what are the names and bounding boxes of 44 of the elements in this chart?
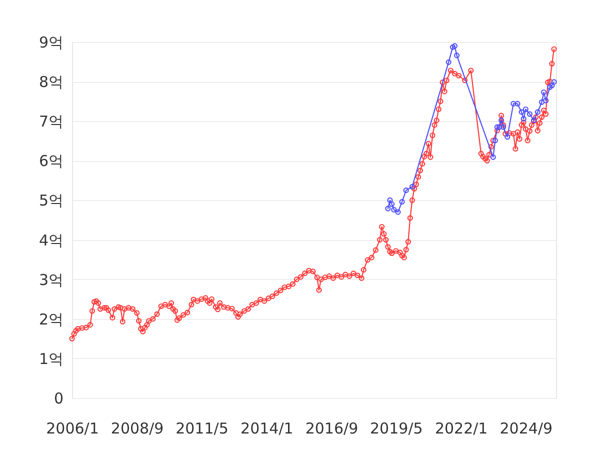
point [534,109,540,115]
point [514,100,520,106]
point [541,89,547,96]
point [510,100,516,106]
point [395,209,401,215]
y-tick-label: 4억 [38,231,64,250]
x-tick-label: 2022/1 [434,420,488,438]
point [526,111,533,117]
point [538,99,545,105]
point [389,201,395,207]
y-tick-label: 6억 [38,152,64,170]
point [391,206,397,212]
x-tick-label: 2008/9 [110,420,164,438]
y-tick-label: 5억 [38,192,64,210]
y-tick-label: 3억 [38,270,64,289]
x-tick-label: 2006/1 [46,420,99,438]
x-tick-label: 2019/5 [370,420,423,438]
point [399,199,405,205]
point [498,118,504,124]
point [490,154,496,160]
point [387,197,393,204]
point [452,43,458,49]
point [504,134,510,140]
point [549,82,555,88]
point [522,106,528,112]
x-tick-label: 2014/1 [240,420,294,438]
x-tick-label: 2011/5 [176,420,228,438]
point [518,109,524,115]
point [547,84,553,90]
x-tick-label: 2024/9 [500,420,553,438]
y-tick-label: 0 [54,390,64,408]
point [450,44,456,50]
point [403,188,409,194]
y-tick-label: 1억 [38,350,64,368]
x-tick-label: 2016/9 [305,420,358,438]
point [446,59,452,65]
point [409,184,415,190]
point [543,98,549,104]
y-tick-label: 9억 [38,34,64,52]
y-tick-label: 8억 [38,73,64,92]
y-tick-label: 7억 [38,112,64,131]
y-tick-label: 2억 [38,310,64,328]
point [454,52,460,58]
point [520,116,526,122]
